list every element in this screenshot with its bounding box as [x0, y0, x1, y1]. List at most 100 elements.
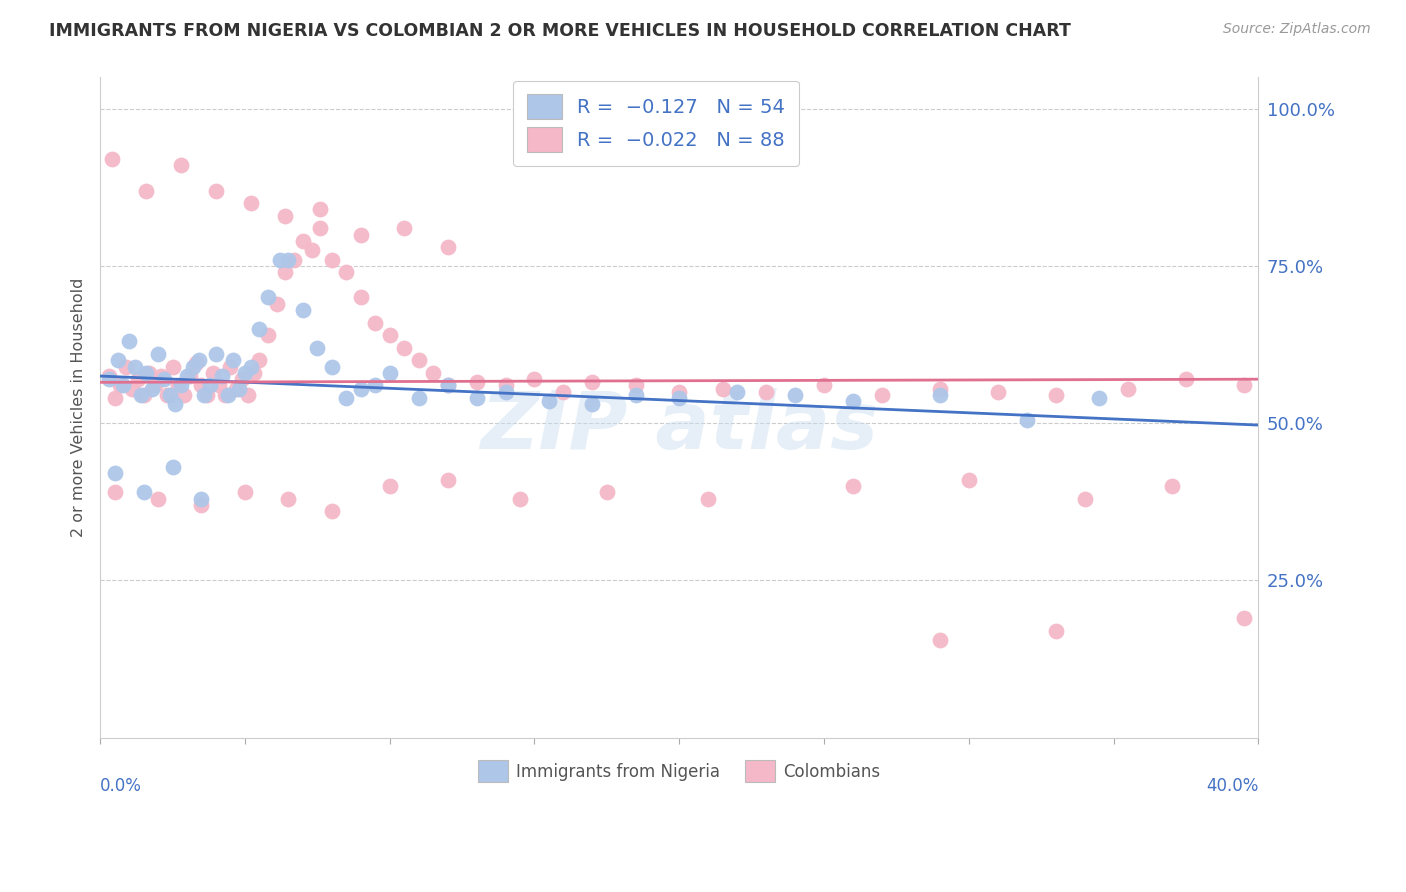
- Point: [129, 388, 152, 402]
- Point: [537, 394, 560, 409]
- Text: IMMIGRANTS FROM NIGERIA VS COLOMBIAN 2 OR MORE VEHICLES IN HOUSEHOLD CORRELATION: IMMIGRANTS FROM NIGERIA VS COLOMBIAN 2 O…: [49, 22, 1071, 40]
- Point: [190, 498, 212, 512]
- Point: [928, 382, 950, 396]
- Point: [162, 460, 184, 475]
- Point: [146, 347, 169, 361]
- Point: [436, 378, 458, 392]
- Point: [266, 297, 288, 311]
- Point: [159, 388, 181, 402]
- Point: [247, 353, 270, 368]
- Point: [219, 359, 242, 374]
- Point: [112, 378, 135, 392]
- Point: [1160, 479, 1182, 493]
- Point: [149, 369, 172, 384]
- Point: [364, 316, 387, 330]
- Point: [277, 491, 299, 506]
- Text: 40.0%: 40.0%: [1206, 777, 1258, 795]
- Point: [274, 265, 297, 279]
- Point: [153, 372, 176, 386]
- Point: [408, 391, 430, 405]
- Point: [870, 388, 893, 402]
- Point: [277, 252, 299, 267]
- Point: [107, 353, 129, 368]
- Point: [321, 504, 343, 518]
- Point: [141, 382, 163, 396]
- Point: [104, 467, 127, 481]
- Point: [291, 303, 314, 318]
- Point: [190, 378, 212, 392]
- Point: [233, 366, 256, 380]
- Point: [217, 388, 239, 402]
- Point: [167, 378, 190, 392]
- Point: [239, 196, 262, 211]
- Point: [842, 394, 865, 409]
- Point: [378, 479, 401, 493]
- Point: [257, 290, 280, 304]
- Point: [228, 382, 250, 396]
- Point: [465, 391, 488, 405]
- Point: [465, 376, 488, 390]
- Point: [143, 378, 166, 392]
- Point: [121, 382, 143, 396]
- Point: [436, 240, 458, 254]
- Point: [392, 341, 415, 355]
- Point: [436, 473, 458, 487]
- Point: [309, 221, 332, 235]
- Point: [392, 221, 415, 235]
- Point: [378, 366, 401, 380]
- Point: [162, 359, 184, 374]
- Point: [309, 202, 332, 217]
- Text: ZIP atlas: ZIP atlas: [481, 388, 879, 467]
- Point: [785, 388, 807, 402]
- Point: [190, 491, 212, 506]
- Point: [957, 473, 980, 487]
- Point: [104, 485, 127, 500]
- Point: [495, 384, 517, 399]
- Point: [1045, 388, 1067, 402]
- Point: [697, 491, 720, 506]
- Point: [1015, 413, 1038, 427]
- Point: [205, 184, 228, 198]
- Point: [596, 485, 619, 500]
- Point: [132, 388, 155, 402]
- Y-axis label: 2 or more Vehicles in Household: 2 or more Vehicles in Household: [72, 277, 86, 537]
- Point: [184, 356, 207, 370]
- Point: [97, 369, 120, 384]
- Point: [495, 378, 517, 392]
- Point: [335, 265, 357, 279]
- Point: [350, 382, 373, 396]
- Point: [110, 378, 132, 392]
- Point: [225, 382, 247, 396]
- Point: [135, 184, 157, 198]
- Point: [124, 359, 146, 374]
- Point: [211, 369, 233, 384]
- Text: 0.0%: 0.0%: [100, 777, 142, 795]
- Point: [214, 388, 236, 402]
- Point: [422, 366, 444, 380]
- Point: [247, 322, 270, 336]
- Point: [928, 388, 950, 402]
- Point: [231, 372, 253, 386]
- Point: [624, 388, 647, 402]
- Point: [132, 485, 155, 500]
- Point: [193, 388, 215, 402]
- Point: [624, 378, 647, 392]
- Point: [239, 359, 262, 374]
- Point: [146, 491, 169, 506]
- Point: [364, 378, 387, 392]
- Point: [283, 252, 305, 267]
- Point: [170, 378, 193, 392]
- Point: [176, 369, 198, 384]
- Point: [165, 397, 187, 411]
- Text: Source: ZipAtlas.com: Source: ZipAtlas.com: [1223, 22, 1371, 37]
- Point: [291, 234, 314, 248]
- Point: [173, 388, 195, 402]
- Point: [179, 369, 201, 384]
- Point: [335, 391, 357, 405]
- Point: [321, 252, 343, 267]
- Point: [202, 366, 225, 380]
- Point: [509, 491, 531, 506]
- Point: [378, 328, 401, 343]
- Point: [118, 334, 141, 349]
- Point: [233, 485, 256, 500]
